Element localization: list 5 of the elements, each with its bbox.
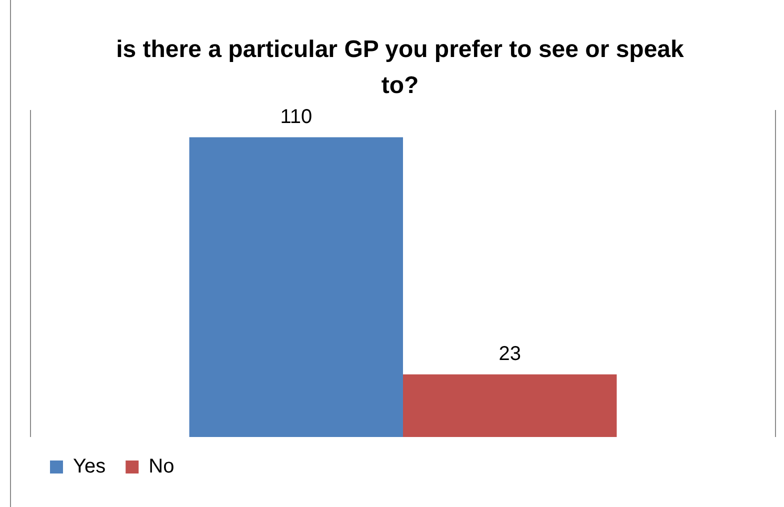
data-label: 23 <box>498 342 521 365</box>
chart-title: is there a particular GP you prefer to see or speak to? <box>115 35 685 101</box>
legend-label: No <box>148 456 174 478</box>
legend-label: Yes <box>73 456 106 478</box>
data-label: 110 <box>280 106 312 128</box>
